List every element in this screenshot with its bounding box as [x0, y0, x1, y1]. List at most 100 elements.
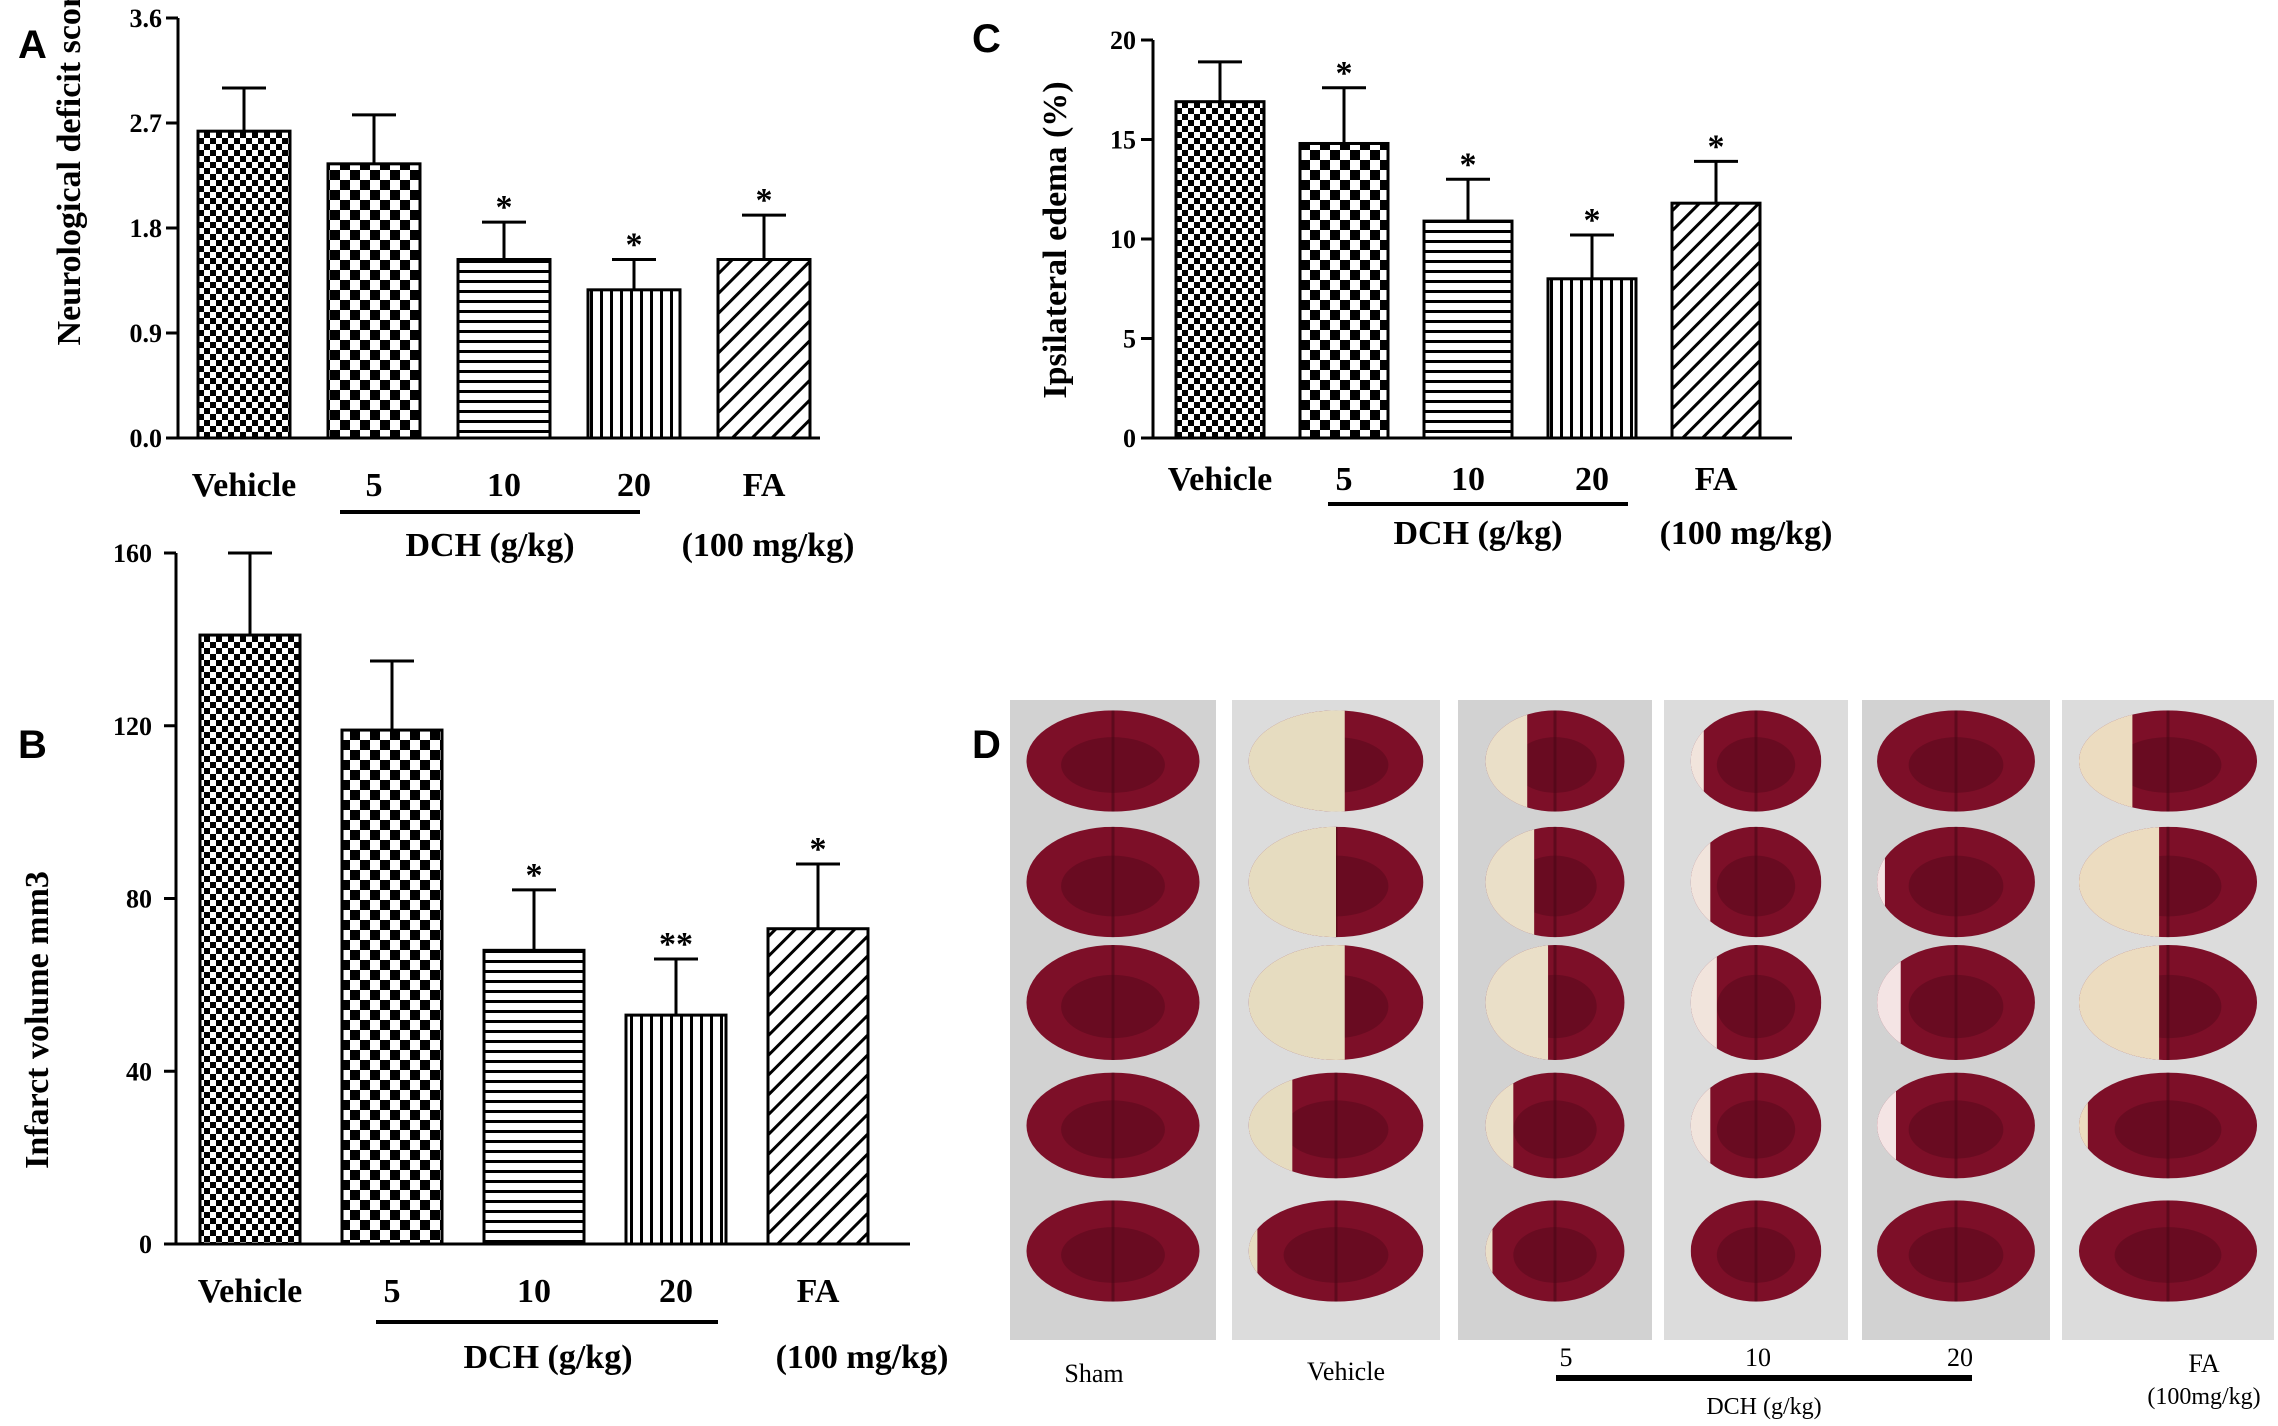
panel-c-y-tick-label: 5 — [1123, 325, 1136, 354]
photo-group-label: DCH (g/kg) — [1706, 1394, 1821, 1420]
brain-slice — [2078, 710, 2258, 812]
photo-label-dose-20: 20 — [1947, 1343, 1973, 1372]
panel-label-a: A — [18, 23, 47, 67]
panel-c-bar-5 — [1670, 201, 1762, 440]
brain-slice — [1877, 1072, 2035, 1179]
panel-label-c: C — [972, 17, 1001, 61]
brain-slice — [1248, 1200, 1424, 1302]
panel-d-photo: D Sham Vehicle 5 10 20 DCH (g/kg) FA (10… — [972, 700, 2274, 1420]
brain-slice — [1485, 710, 1625, 812]
photo-column — [1232, 700, 1440, 1340]
brain-slice — [1877, 945, 2035, 1060]
brain-slice — [2078, 945, 2258, 1060]
brain-slice — [1690, 826, 1822, 938]
photo-label-dose-10: 10 — [1745, 1343, 1771, 1372]
panel-c-bar-3 — [1422, 219, 1514, 440]
panel-a-bar-4 — [586, 288, 682, 440]
panel-label-b: B — [18, 723, 47, 767]
panel-a-y-tick-label: 1.8 — [130, 214, 163, 243]
brain-slice — [1026, 710, 1200, 812]
panel-c-y-tick-label: 15 — [1110, 126, 1136, 155]
brain-slice — [2078, 1200, 2258, 1302]
brain-slice — [1485, 1200, 1625, 1302]
photo-column — [1458, 700, 1652, 1340]
panel-b-chart: B 0 40 80 120 160 Vehicle 5 * 10 ** 20 * FA Infarct … — [18, 539, 948, 1376]
panel-b-y-tick-label: 0 — [139, 1230, 152, 1259]
panel-a-bar-5 — [716, 258, 812, 440]
panel-b-significance: * — [526, 857, 543, 894]
panel-label-d: D — [972, 723, 1001, 767]
panel-b-y-tick-label: 160 — [113, 539, 152, 568]
panel-a-y-tick-label: 2.7 — [130, 109, 163, 138]
panel-a-y-title: Neurological deficit score — [51, 0, 88, 345]
panel-c-chart: C 0 5 10 15 20 Vehicle * 5 * 10 * 20 * FA Ipsilateral… — [972, 17, 1832, 552]
photo-label-vehicle: Vehicle — [1307, 1357, 1385, 1386]
photo-column — [1010, 700, 1216, 1340]
panel-c-fa-dose: (100 mg/kg) — [1660, 515, 1833, 552]
panel-c-bar-4 — [1546, 277, 1638, 440]
panel-c-category-label: Vehicle — [1168, 461, 1273, 498]
panel-c-significance: * — [1336, 55, 1353, 92]
panel-a-chart: A 0.0 0.9 1.8 2.7 3.6 Vehicle 5 * 10 * 20 * FA Neuro… — [18, 0, 854, 564]
panel-b-category-label: FA — [797, 1273, 840, 1310]
brain-slice — [2078, 826, 2258, 938]
photo-label-dose-5: 5 — [1560, 1343, 1573, 1372]
photo-label-fa: FA — [2188, 1349, 2220, 1378]
panel-b-bar-3 — [482, 948, 586, 1246]
panel-a-significance: * — [626, 227, 643, 264]
brain-slice — [1026, 826, 1200, 938]
panel-a-y-tick-label: 0.9 — [130, 319, 163, 348]
panel-b-fa-dose: (100 mg/kg) — [776, 1339, 949, 1376]
brain-slice — [1877, 826, 2035, 938]
panel-b-bar-5 — [766, 927, 870, 1246]
brain-slice — [1485, 1072, 1625, 1179]
panel-b-bar-4 — [624, 1013, 728, 1246]
panel-c-significance: * — [1708, 128, 1725, 165]
panel-c-significance: * — [1584, 202, 1601, 239]
brain-slice — [1248, 945, 1424, 1060]
photo-column — [1862, 700, 2050, 1340]
brain-slice — [1690, 1200, 1822, 1302]
panel-c-significance: * — [1460, 146, 1477, 183]
brain-slice — [1877, 710, 2035, 812]
brain-slice — [1690, 710, 1822, 812]
brain-slice — [1026, 945, 1200, 1060]
panel-a-significance: * — [756, 182, 773, 219]
panel-b-y-title: Infarct volume mm3 — [19, 871, 56, 1169]
panel-c-bar-2 — [1298, 141, 1390, 440]
brain-slice — [1690, 945, 1822, 1060]
panel-a-bar-2 — [326, 162, 422, 440]
panel-c-y-tick-label: 20 — [1110, 26, 1136, 55]
panel-b-category-label: 5 — [384, 1273, 401, 1310]
panel-a-category-label: 5 — [366, 467, 383, 504]
brain-slice — [1690, 1072, 1822, 1179]
brain-slice — [1485, 945, 1625, 1060]
panel-b-category-label: 20 — [659, 1273, 693, 1310]
panel-c-category-label: FA — [1695, 461, 1738, 498]
panel-c-bar-1 — [1174, 100, 1266, 440]
brain-slice-photos — [1010, 700, 2274, 1340]
brain-slice — [1248, 710, 1424, 812]
brain-slice — [1248, 1072, 1424, 1179]
panel-c-y-tick-label: 0 — [1123, 424, 1136, 453]
panel-c-category-label: 10 — [1451, 461, 1485, 498]
panel-b-significance: * — [810, 831, 827, 868]
panel-c-plot: 0 5 10 15 20 Vehicle * 5 * 10 * 20 * FA — [1110, 26, 1792, 498]
panel-b-category-label: 10 — [517, 1273, 551, 1310]
panel-c-y-title: Ipsilateral edema (%) — [1037, 81, 1074, 398]
panel-b-bar-2 — [340, 728, 444, 1246]
brain-slice — [1026, 1200, 1200, 1302]
brain-slice — [2078, 1072, 2258, 1179]
panel-c-group-label: DCH (g/kg) — [1393, 515, 1562, 552]
panel-a-category-label: 10 — [487, 467, 521, 504]
panel-c-category-label: 20 — [1575, 461, 1609, 498]
panel-c-y-tick-label: 10 — [1110, 225, 1136, 254]
panel-a-category-label: 20 — [617, 467, 651, 504]
panel-b-group-label: DCH (g/kg) — [463, 1339, 632, 1376]
panel-a-bar-1 — [196, 129, 292, 440]
panel-a-group-label: DCH (g/kg) — [405, 527, 574, 564]
brain-slice — [1248, 826, 1424, 938]
panel-b-significance: ** — [659, 926, 693, 963]
photo-fa-dose: (100mg/kg) — [2147, 1384, 2260, 1410]
